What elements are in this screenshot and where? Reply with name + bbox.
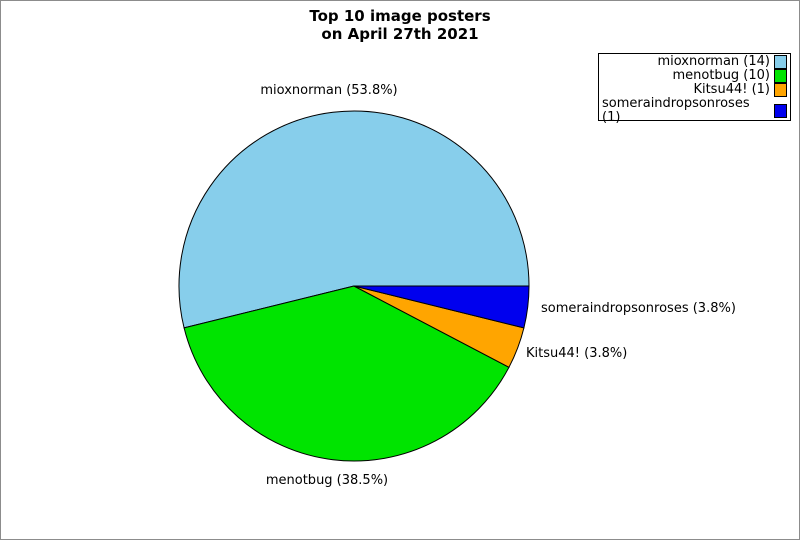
legend-label: Kitsu44! (1) xyxy=(693,82,770,97)
slice-label-menotbug: menotbug (38.5%) xyxy=(265,473,389,488)
legend-swatch-someraindropsonroses xyxy=(774,104,787,118)
legend-item-menotbug: menotbug (10) xyxy=(602,69,787,83)
legend-item-kitsu44: Kitsu44! (1) xyxy=(602,83,787,97)
legend-label: someraindropsonroses (1) xyxy=(602,96,750,125)
legend-label: menotbug (10) xyxy=(672,68,770,83)
legend-swatch-menotbug xyxy=(774,69,787,83)
legend-label: mioxnorman (14) xyxy=(657,54,770,69)
chart-title: Top 10 image posters on April 27th 2021 xyxy=(1,7,799,43)
legend: mioxnorman (14) menotbug (10) Kitsu44! (… xyxy=(598,53,791,125)
legend-item-mioxnorman: mioxnorman (14) xyxy=(602,55,787,69)
legend-swatch-mioxnorman xyxy=(774,55,787,69)
pie-slice-menotbug xyxy=(183,285,510,462)
pie-slice-someraindropsonroses xyxy=(353,285,530,329)
slice-label-kitsu44: Kitsu44! (3.8%) xyxy=(526,346,628,361)
chart-title-line1: Top 10 image posters xyxy=(309,7,491,25)
legend-swatch-kitsu44 xyxy=(774,83,787,97)
legend-item-someraindropsonroses: someraindropsonroses (1) xyxy=(602,97,787,125)
pie-slice-mioxnorman xyxy=(178,110,530,329)
slice-label-mioxnorman: mioxnorman (53.8%) xyxy=(260,83,398,98)
slice-label-someraindropsonroses: someraindropsonroses (3.8%) xyxy=(541,301,736,316)
chart-title-line2: on April 27th 2021 xyxy=(321,25,479,43)
